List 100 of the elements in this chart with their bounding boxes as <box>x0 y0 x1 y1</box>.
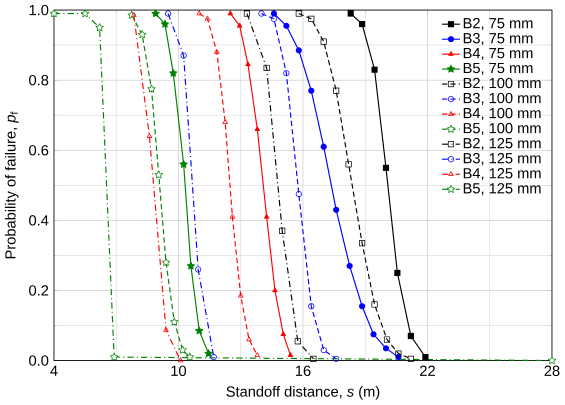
point <box>270 10 277 17</box>
x-tick-label: 16 <box>296 366 310 376</box>
legend-label: B2, 125 mm <box>464 138 541 150</box>
point <box>180 52 187 59</box>
x-tick-label: 10 <box>171 366 186 376</box>
point <box>146 133 152 138</box>
point <box>178 358 184 363</box>
y-tick-label: 0.6 <box>29 145 48 156</box>
point <box>236 22 242 28</box>
point <box>346 161 352 168</box>
point <box>204 16 210 21</box>
point <box>154 170 163 179</box>
y-axis-title: Probability of failure, p$_{f}$ <box>4 112 19 258</box>
point <box>346 263 353 270</box>
point <box>310 356 316 362</box>
y-tick-label: 0.4 <box>29 215 48 226</box>
legend-label: B5, 75 mm <box>464 63 532 76</box>
point <box>296 10 302 17</box>
point <box>162 258 170 266</box>
point <box>165 10 172 17</box>
point <box>204 349 213 358</box>
point <box>244 10 250 17</box>
point <box>147 84 156 93</box>
x-tick-label: 28 <box>544 366 560 376</box>
point <box>320 38 327 45</box>
point <box>214 49 220 54</box>
point <box>308 16 314 22</box>
point <box>258 10 265 17</box>
point <box>138 30 146 38</box>
point <box>222 119 228 124</box>
legend-label: B4, 75 mm <box>464 48 532 60</box>
point <box>270 16 277 22</box>
point <box>254 126 260 132</box>
point <box>264 65 270 72</box>
point <box>283 22 290 30</box>
point <box>254 352 260 358</box>
point <box>333 88 340 94</box>
point <box>110 352 118 361</box>
point <box>160 20 170 28</box>
point <box>288 352 294 358</box>
point <box>246 336 252 342</box>
point <box>320 347 327 354</box>
legend-label: B5, 100 mm <box>464 123 541 136</box>
point <box>371 302 378 308</box>
point <box>228 10 234 16</box>
point <box>382 164 390 172</box>
point <box>169 69 178 77</box>
point <box>170 318 178 326</box>
point <box>359 240 366 246</box>
point <box>296 191 302 198</box>
legend-label: B3, 125 mm <box>464 153 541 166</box>
point <box>333 206 340 214</box>
point <box>151 9 160 18</box>
y-tick-label: 1.0 <box>30 5 48 16</box>
point <box>283 70 290 76</box>
point <box>370 331 377 338</box>
legend-label: B3, 75 mm <box>464 33 532 46</box>
legend-label: B2, 100 mm <box>464 78 541 90</box>
point <box>230 214 236 219</box>
point <box>320 144 327 150</box>
point <box>178 346 187 354</box>
point <box>163 327 169 332</box>
legend-label: B4, 125 mm <box>464 168 541 180</box>
point <box>80 9 90 18</box>
point <box>395 350 402 357</box>
point <box>422 354 428 360</box>
y-tick-label: 0.0 <box>29 356 48 366</box>
point <box>279 228 286 234</box>
point <box>95 23 104 32</box>
point <box>308 88 314 94</box>
point <box>384 336 390 343</box>
point <box>382 345 390 352</box>
point <box>296 48 302 54</box>
point <box>264 214 270 219</box>
point <box>408 356 414 362</box>
x-axis-title: Standoff distance, s (m) <box>226 386 380 400</box>
point <box>131 12 137 18</box>
point <box>371 66 378 73</box>
point <box>359 21 366 28</box>
point <box>210 354 217 360</box>
point <box>359 303 366 310</box>
point <box>186 352 194 361</box>
point <box>245 62 251 66</box>
legend-label: B4, 100 mm <box>464 108 541 120</box>
point <box>408 333 414 340</box>
x-tick-label: 4 <box>50 366 58 376</box>
point <box>548 356 556 364</box>
y-tick-label: 0.8 <box>29 75 48 86</box>
point <box>238 292 244 298</box>
point <box>272 288 278 292</box>
legend-label: B5, 125 mm <box>464 183 541 196</box>
legend-label: B2, 75 mm <box>464 18 532 30</box>
point <box>195 326 204 335</box>
point <box>186 262 196 270</box>
point <box>348 10 354 17</box>
point <box>50 9 58 18</box>
legend-label: B3, 100 mm <box>464 93 541 106</box>
point <box>308 303 314 310</box>
point <box>180 160 188 168</box>
point <box>280 331 286 336</box>
